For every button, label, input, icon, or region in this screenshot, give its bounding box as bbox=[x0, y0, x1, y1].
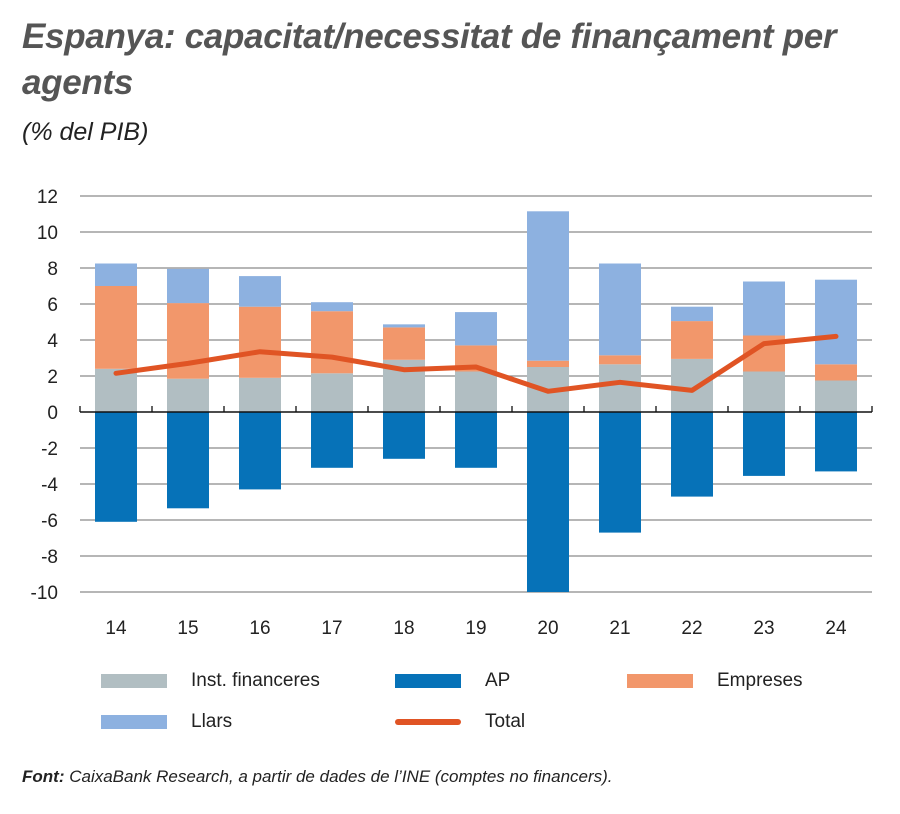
bar-llars-21 bbox=[599, 263, 641, 356]
y-tick-label: -2 bbox=[41, 439, 58, 460]
x-tick-label: 15 bbox=[177, 618, 198, 639]
bar-empreses-21 bbox=[599, 355, 641, 365]
chart-title: Espanya: capacitat/necessitat de finança… bbox=[22, 17, 837, 102]
bar-inst-financeres-22 bbox=[671, 358, 713, 412]
bar-inst-financeres-24 bbox=[815, 380, 857, 412]
bar-llars-23 bbox=[743, 281, 785, 336]
bar-llars-17 bbox=[311, 302, 353, 312]
legend-item-inst-financeres: Inst. financeres bbox=[101, 670, 320, 692]
bar-ap-23 bbox=[743, 412, 785, 476]
legend-item-total: Total bbox=[395, 711, 525, 733]
bar-ap-17 bbox=[311, 412, 353, 468]
bar-llars-14 bbox=[95, 263, 137, 286]
bar-inst-financeres-17 bbox=[311, 373, 353, 412]
source-text: CaixaBank Research, a partir de dades de… bbox=[64, 767, 613, 786]
legend-item-llars: Llars bbox=[101, 711, 232, 733]
legend-label: Empreses bbox=[717, 670, 803, 691]
legend-label: Total bbox=[485, 711, 526, 732]
legend-swatch bbox=[395, 719, 461, 725]
bar-llars-18 bbox=[383, 324, 425, 328]
bar-ap-15 bbox=[167, 412, 209, 509]
bar-ap-24 bbox=[815, 412, 857, 472]
bar-ap-14 bbox=[95, 412, 137, 522]
bar-inst-financeres-23 bbox=[743, 371, 785, 412]
bar-ap-19 bbox=[455, 412, 497, 468]
legend-label: AP bbox=[485, 670, 511, 691]
x-tick-label: 14 bbox=[105, 618, 127, 639]
bar-inst-financeres-15 bbox=[167, 378, 209, 412]
bar-empreses-17 bbox=[311, 311, 353, 374]
y-tick-label: -6 bbox=[41, 511, 58, 532]
x-tick-label: 24 bbox=[825, 618, 847, 639]
bar-ap-16 bbox=[239, 412, 281, 490]
bar-llars-20 bbox=[527, 211, 569, 361]
bar-llars-19 bbox=[455, 312, 497, 346]
bar-llars-22 bbox=[671, 306, 713, 322]
bar-ap-22 bbox=[671, 412, 713, 497]
bar-empreses-24 bbox=[815, 364, 857, 381]
x-tick-label: 21 bbox=[609, 618, 630, 639]
legend-item-empreses: Empreses bbox=[627, 670, 803, 692]
bar-ap-18 bbox=[383, 412, 425, 459]
x-tick-label: 17 bbox=[321, 618, 342, 639]
x-tick-label: 16 bbox=[249, 618, 270, 639]
source-note: Font: CaixaBank Research, a partir de da… bbox=[22, 767, 613, 787]
source-label: Font: bbox=[22, 767, 65, 786]
legend-item-ap: AP bbox=[395, 670, 510, 692]
bar-llars-16 bbox=[239, 276, 281, 307]
bar-inst-financeres-21 bbox=[599, 364, 641, 412]
legend-swatch bbox=[395, 674, 461, 688]
bar-llars-24 bbox=[815, 279, 857, 365]
y-tick-label: 8 bbox=[47, 259, 58, 280]
x-tick-label: 23 bbox=[753, 618, 774, 639]
legend-swatch bbox=[101, 674, 167, 688]
y-tick-label: 2 bbox=[47, 367, 58, 388]
bar-inst-financeres-19 bbox=[455, 371, 497, 412]
x-tick-label: 19 bbox=[465, 618, 486, 639]
legend-label: Llars bbox=[191, 711, 233, 732]
y-tick-label: 0 bbox=[47, 403, 58, 424]
y-tick-label: -8 bbox=[41, 547, 58, 568]
bar-llars-15 bbox=[167, 268, 209, 304]
legend-swatch bbox=[627, 674, 693, 688]
legend-label: Inst. financeres bbox=[191, 670, 320, 691]
bar-empreses-16 bbox=[239, 306, 281, 378]
y-tick-label: 6 bbox=[47, 295, 58, 316]
chart-subtitle: (% del PIB) bbox=[22, 118, 149, 146]
x-tick-label: 18 bbox=[393, 618, 414, 639]
bar-inst-financeres-14 bbox=[95, 368, 137, 412]
bar-ap-20 bbox=[527, 412, 569, 592]
x-tick-label: 20 bbox=[537, 618, 558, 639]
bar-inst-financeres-16 bbox=[239, 377, 281, 412]
y-tick-label: 12 bbox=[37, 187, 58, 208]
x-tick-label: 22 bbox=[681, 618, 702, 639]
bar-empreses-22 bbox=[671, 321, 713, 359]
y-tick-label: -10 bbox=[31, 583, 58, 604]
bar-empreses-18 bbox=[383, 327, 425, 360]
y-tick-label: 10 bbox=[37, 223, 58, 244]
bar-empreses-14 bbox=[95, 286, 137, 369]
y-tick-label: 4 bbox=[47, 331, 58, 352]
y-tick-label: -4 bbox=[41, 475, 58, 496]
bar-ap-21 bbox=[599, 412, 641, 533]
bar-empreses-20 bbox=[527, 360, 569, 367]
legend-swatch bbox=[101, 715, 167, 729]
